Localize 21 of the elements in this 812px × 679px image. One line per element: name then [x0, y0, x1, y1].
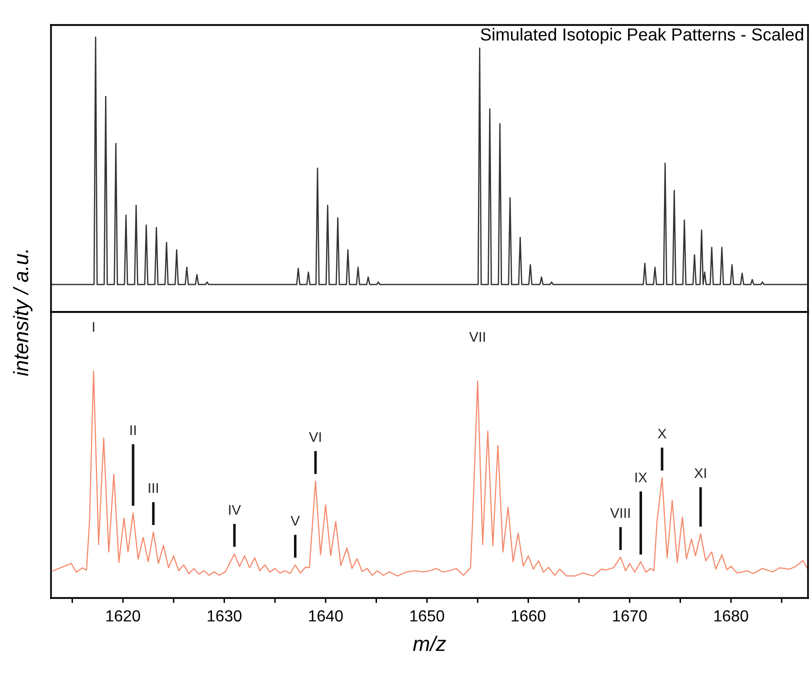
annotation: VI [308, 432, 321, 442]
y-axis-title: intensity / a.u. [13, 250, 32, 376]
x-tick-label: 1680 [714, 610, 748, 622]
x-tick-label: 1640 [309, 610, 343, 622]
annotation: XI [694, 468, 706, 478]
annotation: III [148, 483, 158, 493]
chart-title: Simulated Isotopic Peak Patterns - Scaled [480, 28, 804, 44]
annotation: IX [636, 472, 648, 482]
x-axis-title: m/z [413, 636, 446, 652]
x-tick-label: 1650 [410, 610, 444, 622]
annotation: V [290, 516, 300, 526]
annotation: X [658, 428, 666, 438]
x-tick-label: 1620 [106, 610, 140, 622]
annotation: I [92, 322, 94, 332]
x-tick-label: 1660 [512, 610, 546, 622]
x-tick-label: 1670 [613, 610, 647, 622]
annotation: IV [229, 505, 241, 515]
annotation: VIII [610, 508, 630, 518]
annotation: VII [469, 332, 485, 342]
annotation: II [130, 425, 136, 435]
x-tick-label: 1630 [208, 610, 242, 622]
